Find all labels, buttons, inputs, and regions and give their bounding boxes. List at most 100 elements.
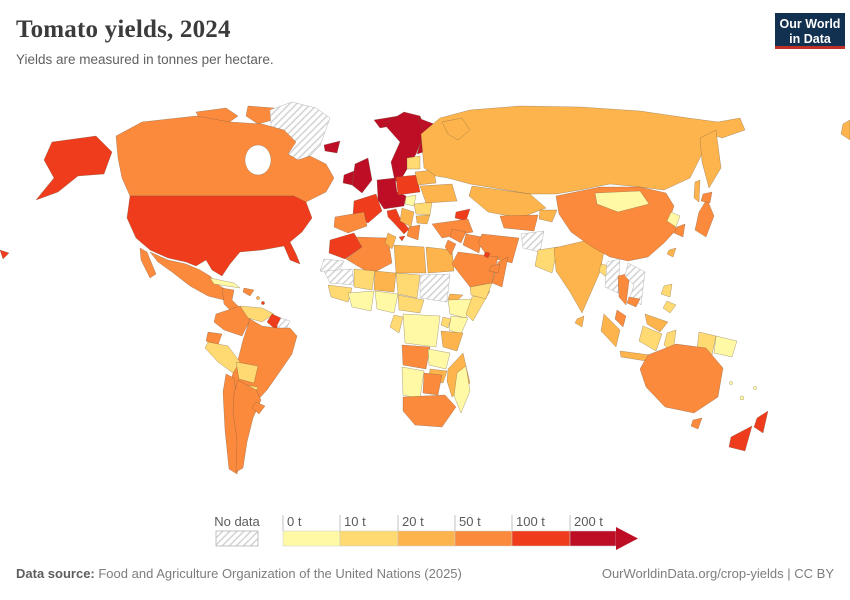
country-sudan-no-data[interactable] [419,273,451,303]
country-mauritania-no-data[interactable] [323,268,355,286]
country-mongolia[interactable] [594,190,650,213]
country-china[interactable] [555,186,678,262]
country-united-kingdom[interactable] [351,157,373,194]
country-kenya[interactable] [448,315,469,335]
legend-bin-0[interactable] [282,530,341,547]
country-south-africa[interactable] [402,394,457,428]
country-bolivia[interactable] [235,361,259,384]
region-ivory-coast-ghana[interactable] [347,290,375,312]
country-india[interactable] [553,240,605,314]
country-madagascar[interactable] [453,365,471,414]
country-bulgaria[interactable] [415,214,431,225]
country-libya[interactable] [393,244,427,274]
caribbean-island-1[interactable] [256,296,260,300]
country-nigeria[interactable] [374,290,399,314]
region-borneo-indonesia[interactable] [638,325,663,352]
country-russia[interactable] [420,105,746,195]
country-papua-new-guinea[interactable] [713,335,738,358]
country-argentina[interactable] [232,379,262,473]
country-south-korea[interactable] [673,223,686,238]
legend-bin-5[interactable] [569,530,617,547]
country-namibia[interactable] [401,366,425,400]
country-sri-lanka[interactable] [574,315,585,328]
pacific-island-1[interactable] [739,395,745,401]
country-pakistan[interactable] [534,246,559,274]
caribbean-island-2[interactable] [261,301,265,305]
region-tasmania[interactable] [690,417,703,430]
country-iraq[interactable] [462,233,483,254]
region-kamchatka[interactable] [699,129,722,189]
legend-bin-3[interactable] [454,530,513,547]
region-sumatra[interactable] [600,313,621,348]
country-poland[interactable] [395,174,421,196]
country-cuba[interactable] [209,277,241,289]
country-north-korea[interactable] [666,211,681,228]
region-sicily[interactable] [398,235,406,242]
country-hawaii[interactable] [0,249,10,260]
country-ireland[interactable] [342,170,355,186]
region-spain-portugal[interactable] [333,211,368,234]
country-philippines-south[interactable] [662,300,677,314]
legend-bin-1[interactable] [339,530,399,547]
region-gabon-congo[interactable] [389,314,404,334]
country-japan[interactable] [694,198,715,238]
country-myanmar-no-data[interactable] [604,258,621,294]
country-yemen[interactable] [469,282,493,300]
country-niger[interactable] [373,270,397,293]
country-venezuela[interactable] [239,305,275,323]
region-novaya-zemlya[interactable] [441,117,471,141]
country-hispaniola[interactable] [242,287,255,297]
pacific-island-2[interactable] [753,386,757,390]
country-zambia[interactable] [427,348,451,370]
country-uae[interactable] [488,263,501,274]
country-kuwait[interactable] [483,251,491,259]
country-malaysia-peninsular[interactable] [614,309,627,328]
region-hungary-slovakia[interactable] [404,194,417,207]
country-oman[interactable] [491,256,509,288]
legend-bin-4[interactable] [511,530,571,547]
country-uganda[interactable] [440,316,452,329]
pacific-island-3[interactable] [729,381,733,385]
country-afghanistan-no-data[interactable] [520,230,545,253]
country-ukraine[interactable] [419,183,458,204]
legend-bin-2[interactable] [397,530,456,547]
region-cameroon-car[interactable] [397,294,425,314]
country-mexico-baja[interactable] [139,247,157,279]
country-romania[interactable] [413,201,433,216]
country-new-zealand-north[interactable] [753,410,769,434]
region-hokkaido[interactable] [700,191,713,204]
region-levant[interactable] [444,239,457,256]
region-chukotka-wrap[interactable] [840,119,850,141]
owid-logo[interactable]: Our World in Data [775,13,845,49]
country-angola[interactable] [401,344,431,370]
country-mali[interactable] [353,268,376,291]
legend-no-data-swatch[interactable] [215,530,259,547]
footer-link[interactable]: OurWorldinData.org/crop-yields | CC BY [601,566,834,581]
region-germany-benelux-alps[interactable] [376,177,407,210]
country-syria[interactable] [449,228,467,244]
country-alaska[interactable] [35,135,113,201]
country-greece[interactable] [406,224,421,241]
country-botswana[interactable] [422,372,443,396]
region-uzbekistan-turkmenistan[interactable] [499,214,539,232]
country-taiwan[interactable] [666,247,677,258]
country-tanzania[interactable] [440,330,464,352]
country-uruguay[interactable] [251,401,266,415]
country-tunisia[interactable] [384,232,397,250]
country-cambodia[interactable] [626,296,641,308]
country-italy[interactable] [386,208,410,235]
region-borneo-malaysia[interactable] [644,313,669,333]
region-sakhalin[interactable] [693,179,701,203]
country-usa[interactable] [126,195,313,277]
region-kyrgyzstan-tajikistan[interactable] [538,209,558,223]
country-morocco[interactable] [328,232,363,260]
country-australia[interactable] [639,343,724,414]
country-egypt[interactable] [425,246,455,274]
region-baltics[interactable] [406,155,421,170]
region-senegal-guinea[interactable] [327,284,353,303]
country-peru[interactable] [204,341,241,374]
country-iceland[interactable] [323,140,341,154]
country-new-zealand-south[interactable] [728,425,753,452]
country-dr-congo[interactable] [402,313,441,348]
country-philippines-luzon[interactable] [660,283,673,298]
